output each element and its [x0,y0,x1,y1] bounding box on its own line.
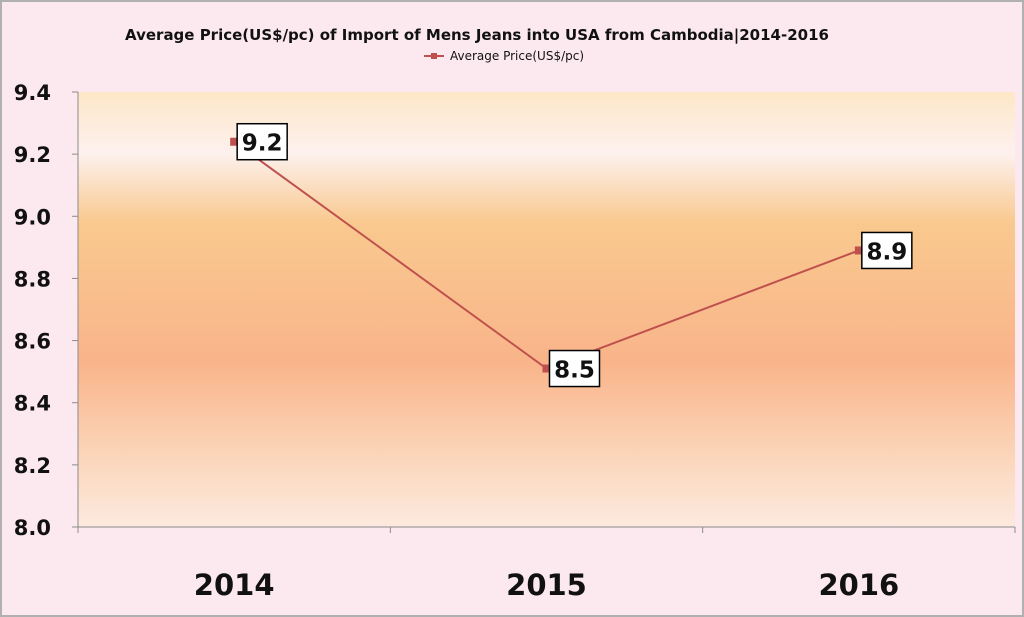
y-axis: 8.0 8.2 8.4 8.6 8.8 9.0 9.2 9.4 [14,81,79,540]
x-tick-label: 2015 [506,568,587,602]
data-label-box [548,349,601,388]
y-tick-label: 8.2 [14,454,51,478]
plot-area [78,92,1015,527]
x-tick-label: 2014 [194,568,275,602]
chart-title: Average Price(US$/pc) of Import of Mens … [125,26,829,45]
legend: Average Price(US$/pc) [424,49,584,63]
data-label: 8.9 [861,231,913,270]
y-tick-label: 9.2 [14,143,51,167]
x-tick-label: 2016 [818,568,899,602]
y-tick-label: 9.4 [14,81,51,105]
data-label-text: 8.9 [866,239,907,265]
data-label-box [236,122,288,161]
data-point [542,364,551,373]
y-tick-label: 8.6 [14,330,51,354]
data-point [230,137,239,146]
y-tick-label: 8.0 [14,516,51,540]
y-tick-label: 8.8 [14,267,51,291]
data-label-text: 9.2 [242,131,283,157]
series-layer [230,137,863,373]
data-label-box [861,231,913,270]
data-label-text: 8.5 [554,358,595,384]
legend-label: Average Price(US$/pc) [450,49,584,63]
data-point [854,246,863,255]
legend-marker-swatch [431,53,437,59]
data-label: 8.5 [548,349,601,388]
y-tick-label: 8.4 [14,392,51,416]
y-tick-label: 9.0 [14,205,51,229]
data-label: 9.2 [236,122,288,161]
data-label-layer: 9.2 8.5 8.9 [236,122,913,388]
x-axis: 2014 2015 2016 [77,526,1016,602]
